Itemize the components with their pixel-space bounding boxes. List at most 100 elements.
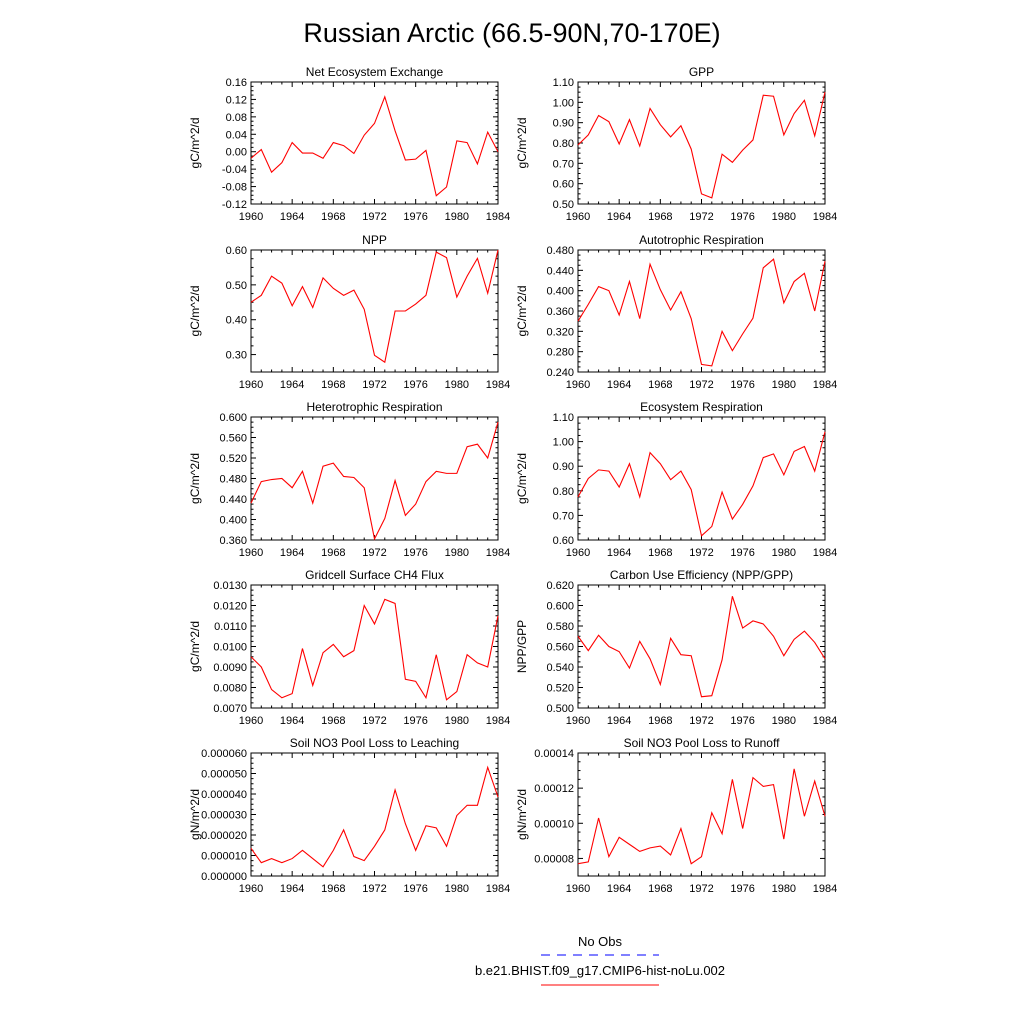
panel-title: NPP	[362, 233, 387, 247]
y-tick-label: 0.0070	[213, 703, 247, 715]
x-tick-label: 1972	[362, 715, 386, 727]
x-tick-label: 1984	[813, 211, 837, 223]
panel-title: Autotrophic Respiration	[639, 233, 764, 247]
y-tick-label: 1.00	[553, 97, 574, 109]
plot-frame	[577, 416, 826, 541]
chart-panel-6: Ecosystem Respiration gC/m^2/d 1960 1964 196…	[515, 400, 837, 559]
x-tick-label: 1972	[689, 883, 713, 895]
y-tick-label: 0.360	[546, 306, 574, 318]
x-tick-label: 1980	[445, 379, 469, 391]
y-tick-label: 0.480	[219, 474, 247, 486]
y-tick-label: 0.80	[553, 486, 574, 498]
y-tick-label: 0.000030	[201, 810, 247, 822]
y-tick-label: 0.0130	[213, 580, 247, 592]
x-tick-label: 1984	[486, 547, 510, 559]
x-tick-label: 1980	[772, 379, 796, 391]
y-axis-label: gC/m^2/d	[515, 286, 529, 337]
plot-frame	[250, 416, 499, 541]
y-tick-label: 0.16	[226, 77, 247, 89]
y-tick-label: 0.400	[219, 515, 247, 527]
y-tick-label: 0.360	[219, 535, 247, 547]
x-tick-label: 1976	[403, 379, 427, 391]
series-line	[577, 431, 826, 537]
y-tick-label: 0.90	[553, 461, 574, 473]
plot-frame	[250, 584, 499, 709]
x-tick-label: 1968	[321, 715, 345, 727]
y-tick-label: 0.000000	[201, 871, 247, 883]
x-tick-label: 1984	[813, 547, 837, 559]
x-tick-label: 1964	[607, 883, 631, 895]
y-tick-label: 0.00008	[534, 853, 574, 865]
x-tick-label: 1968	[648, 883, 672, 895]
x-tick-label: 1984	[813, 883, 837, 895]
legend-label-obs: No Obs	[578, 934, 623, 949]
legend: No Obs b.e21.BHIST.f09_g17.CMIP6-hist-no…	[475, 934, 725, 986]
x-tick-label: 1960	[566, 883, 590, 895]
x-tick-label: 1960	[239, 547, 263, 559]
x-tick-label: 1972	[362, 883, 386, 895]
y-axis-label: gC/m^2/d	[188, 286, 202, 337]
chart-panel-9: Soil NO3 Pool Loss to Leaching gN/m^2/d 19…	[188, 736, 510, 895]
x-tick-label: 1968	[648, 547, 672, 559]
y-tick-label: 0.60	[553, 535, 574, 547]
x-tick-label: 1984	[813, 379, 837, 391]
x-tick-label: 1960	[566, 211, 590, 223]
y-tick-label: 0.30	[226, 350, 247, 362]
x-tick-label: 1976	[403, 715, 427, 727]
panel-title: Soil NO3 Pool Loss to Runoff	[624, 736, 781, 750]
x-tick-label: 1972	[362, 547, 386, 559]
x-tick-label: 1976	[403, 883, 427, 895]
series-line	[250, 95, 499, 197]
y-tick-label: 1.10	[553, 77, 574, 89]
chart-panel-2: GPP gC/m^2/d 1960 1964 1968 1972 1976 1980 1984 0…	[515, 65, 837, 223]
x-tick-label: 1968	[648, 715, 672, 727]
x-tick-label: 1976	[403, 547, 427, 559]
y-tick-label: 0.0080	[213, 683, 247, 695]
x-tick-label: 1984	[486, 379, 510, 391]
figure-title: Russian Arctic (66.5-90N,70-170E)	[303, 18, 720, 48]
x-tick-label: 1980	[445, 883, 469, 895]
x-tick-label: 1968	[321, 211, 345, 223]
y-tick-label: 0.00010	[534, 818, 574, 830]
y-tick-label: 0.0090	[213, 662, 247, 674]
x-tick-label: 1984	[486, 883, 510, 895]
y-tick-label: 0.000010	[201, 851, 247, 863]
y-tick-label: 0.000050	[201, 769, 247, 781]
y-axis-label: gC/m^2/d	[515, 453, 529, 504]
y-tick-label: 0.540	[546, 662, 574, 674]
x-tick-label: 1972	[362, 211, 386, 223]
y-tick-label: 0.0110	[214, 621, 247, 633]
x-tick-label: 1984	[486, 211, 510, 223]
chart-panel-3: NPP gC/m^2/d 1960 1964 1968 1972 1976 1980 1984 0…	[188, 233, 510, 391]
y-tick-label: 0.50	[553, 199, 574, 211]
x-tick-label: 1980	[445, 715, 469, 727]
x-tick-label: 1960	[566, 379, 590, 391]
x-tick-label: 1964	[280, 547, 304, 559]
x-tick-label: 1980	[445, 211, 469, 223]
y-tick-label: 0.440	[546, 265, 574, 277]
y-tick-label: 0.70	[553, 510, 574, 522]
y-tick-label: 0.280	[546, 347, 574, 359]
x-tick-label: 1976	[730, 379, 754, 391]
y-tick-label: -0.12	[222, 199, 247, 211]
y-tick-label: 0.60	[226, 245, 247, 257]
x-tick-label: 1984	[813, 715, 837, 727]
x-tick-label: 1968	[321, 379, 345, 391]
y-tick-label: 0.70	[553, 158, 574, 170]
series-line	[250, 598, 499, 701]
y-tick-label: 0.520	[546, 683, 574, 695]
plot-frame	[577, 81, 826, 205]
plot-frame	[577, 584, 826, 709]
series-line	[577, 596, 826, 698]
legend-label-model: b.e21.BHIST.f09_g17.CMIP6-hist-noLu.002	[475, 963, 725, 978]
y-tick-label: 0.560	[219, 433, 247, 445]
chart-panel-4: Autotrophic Respiration gC/m^2/d 1960 1964 1…	[515, 233, 837, 391]
chart-panel-5: Heterotrophic Respiration gC/m^2/d 1960 196…	[188, 400, 510, 559]
y-tick-label: -0.08	[222, 182, 247, 194]
panel-title: Carbon Use Efficiency (NPP/GPP)	[610, 568, 793, 582]
x-tick-label: 1984	[486, 715, 510, 727]
panel-title: Ecosystem Respiration	[640, 400, 763, 414]
y-tick-label: 0.90	[553, 118, 574, 130]
panel-title: GPP	[689, 65, 714, 79]
plot-frame	[577, 249, 826, 373]
